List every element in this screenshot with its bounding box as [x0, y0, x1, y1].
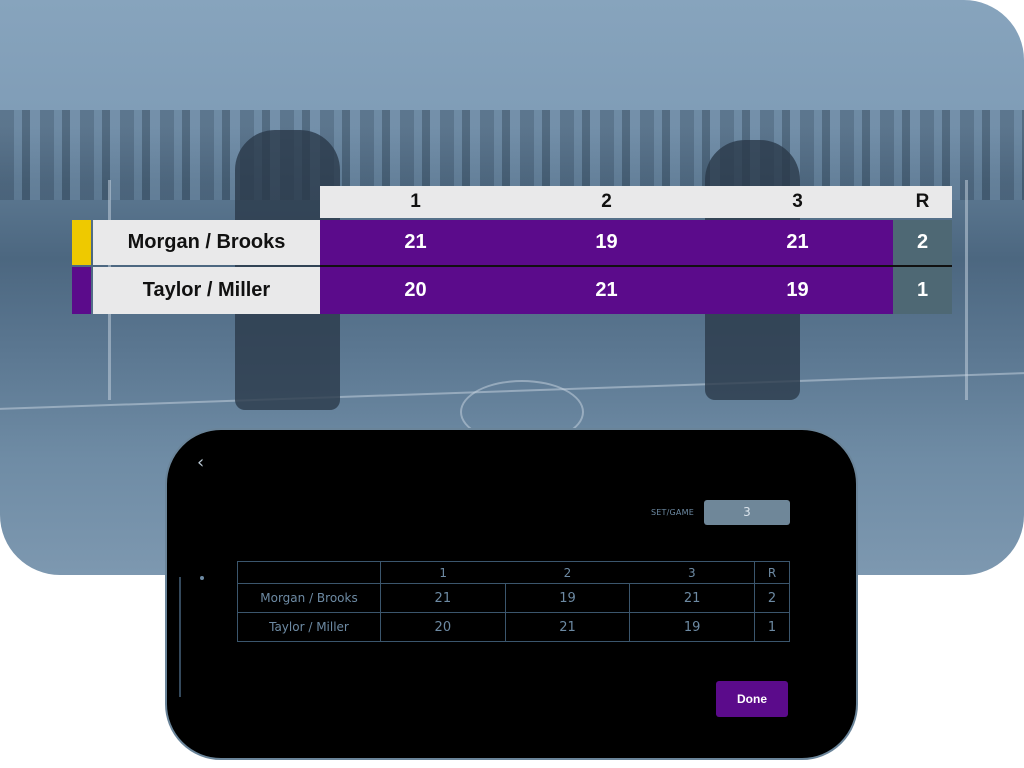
chevron-left-icon[interactable]: ‹: [197, 452, 205, 473]
header-set-3: 3: [792, 191, 803, 212]
result-score: 1: [893, 267, 952, 314]
crowd: [0, 110, 1024, 200]
phone-app: ‹ SET/GAME 3 1 2 3 R Morgan / Brooks 21 …: [165, 428, 858, 760]
set-game-input[interactable]: 3: [704, 500, 790, 525]
dot-indicator: [200, 576, 204, 580]
set-score: 21: [702, 220, 893, 265]
score-cell[interactable]: 19: [629, 612, 755, 642]
score-entry-table: 1 2 3 R Morgan / Brooks 21 19 21 2 Taylo…: [237, 561, 790, 642]
header-result: R: [915, 191, 930, 212]
side-divider: [179, 577, 181, 697]
set-score: 21: [511, 267, 702, 314]
scoreboard-overlay: 1 2 3 R Morgan / Brooks 21 19 21 2 Taylo…: [72, 186, 952, 314]
scoreboard-row: Taylor / Miller 20 21 19 1: [72, 267, 952, 314]
divider: [320, 265, 952, 267]
set-score: 19: [511, 220, 702, 265]
net-post: [965, 180, 968, 400]
header-cell: 3: [688, 565, 696, 580]
serve-indicator: [72, 220, 91, 265]
result-cell: 2: [754, 583, 790, 613]
set-score: 19: [702, 267, 893, 314]
scoreboard-row: Morgan / Brooks 21 19 21 2: [72, 220, 952, 265]
header-cell: 2: [563, 565, 572, 580]
team-color-indicator: [72, 267, 91, 314]
table-row: Morgan / Brooks 21 19 21 2: [237, 583, 790, 613]
header-set-1: 1: [410, 191, 421, 212]
header-cell: [237, 561, 381, 584]
set-game-label: SET/GAME: [651, 508, 694, 517]
scoreboard-header: [320, 186, 952, 218]
team-name: Taylor / Miller: [237, 612, 381, 642]
team-name: Morgan / Brooks: [237, 583, 381, 613]
score-cell[interactable]: 20: [380, 612, 506, 642]
table-row: Taylor / Miller 20 21 19 1: [237, 612, 790, 642]
team-name: Taylor / Miller: [93, 267, 320, 314]
set-score: 21: [320, 220, 511, 265]
done-button[interactable]: Done: [716, 681, 788, 717]
result-score: 2: [893, 220, 952, 265]
score-cell[interactable]: 21: [504, 612, 631, 642]
team-name: Morgan / Brooks: [93, 220, 320, 265]
set-score: 20: [320, 267, 511, 314]
score-cell[interactable]: 21: [380, 583, 506, 613]
header-cell: R: [754, 561, 790, 584]
score-cell[interactable]: 19: [504, 583, 631, 613]
result-cell: 1: [754, 612, 790, 642]
header-cell: 1: [439, 565, 447, 580]
header-set-2: 2: [601, 191, 612, 212]
table-header-row: 1 2 3 R: [237, 561, 790, 584]
score-cell[interactable]: 21: [629, 583, 755, 613]
